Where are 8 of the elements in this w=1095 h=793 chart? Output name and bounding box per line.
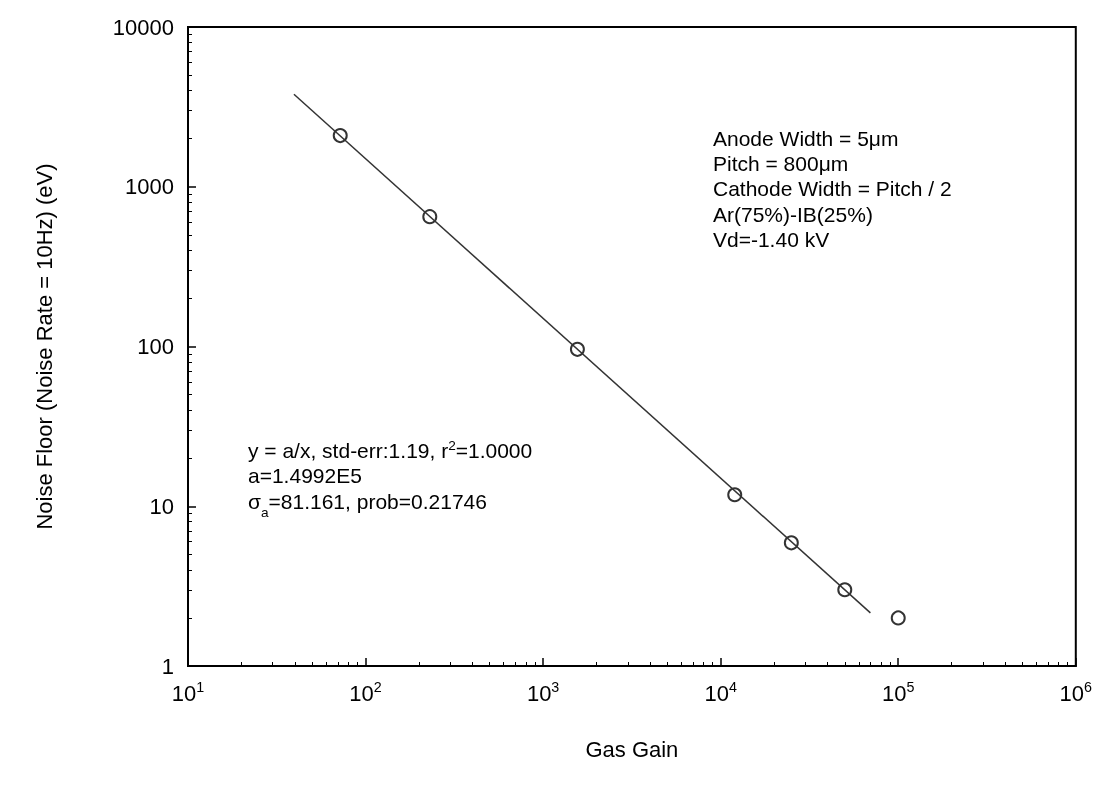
y-tick-label: 1 (161, 653, 174, 679)
annotation: Anode Width = 5μm Pitch = 800μm Cathode Width = Pitch / 2 Ar(75%)-IB(25%) Vd=-1.40 kV (713, 127, 952, 251)
x-axis-title: Gas Gain (585, 736, 679, 762)
y-tick-label: 10 (149, 493, 174, 519)
y-tick-label: 100 (137, 334, 174, 359)
y-tick-label: 10000 (112, 14, 174, 40)
y-tick-label: 1000 (125, 174, 174, 200)
y-axis-title: Noise Floor (Noise Rate = 10Hz) (eV) (32, 163, 58, 530)
